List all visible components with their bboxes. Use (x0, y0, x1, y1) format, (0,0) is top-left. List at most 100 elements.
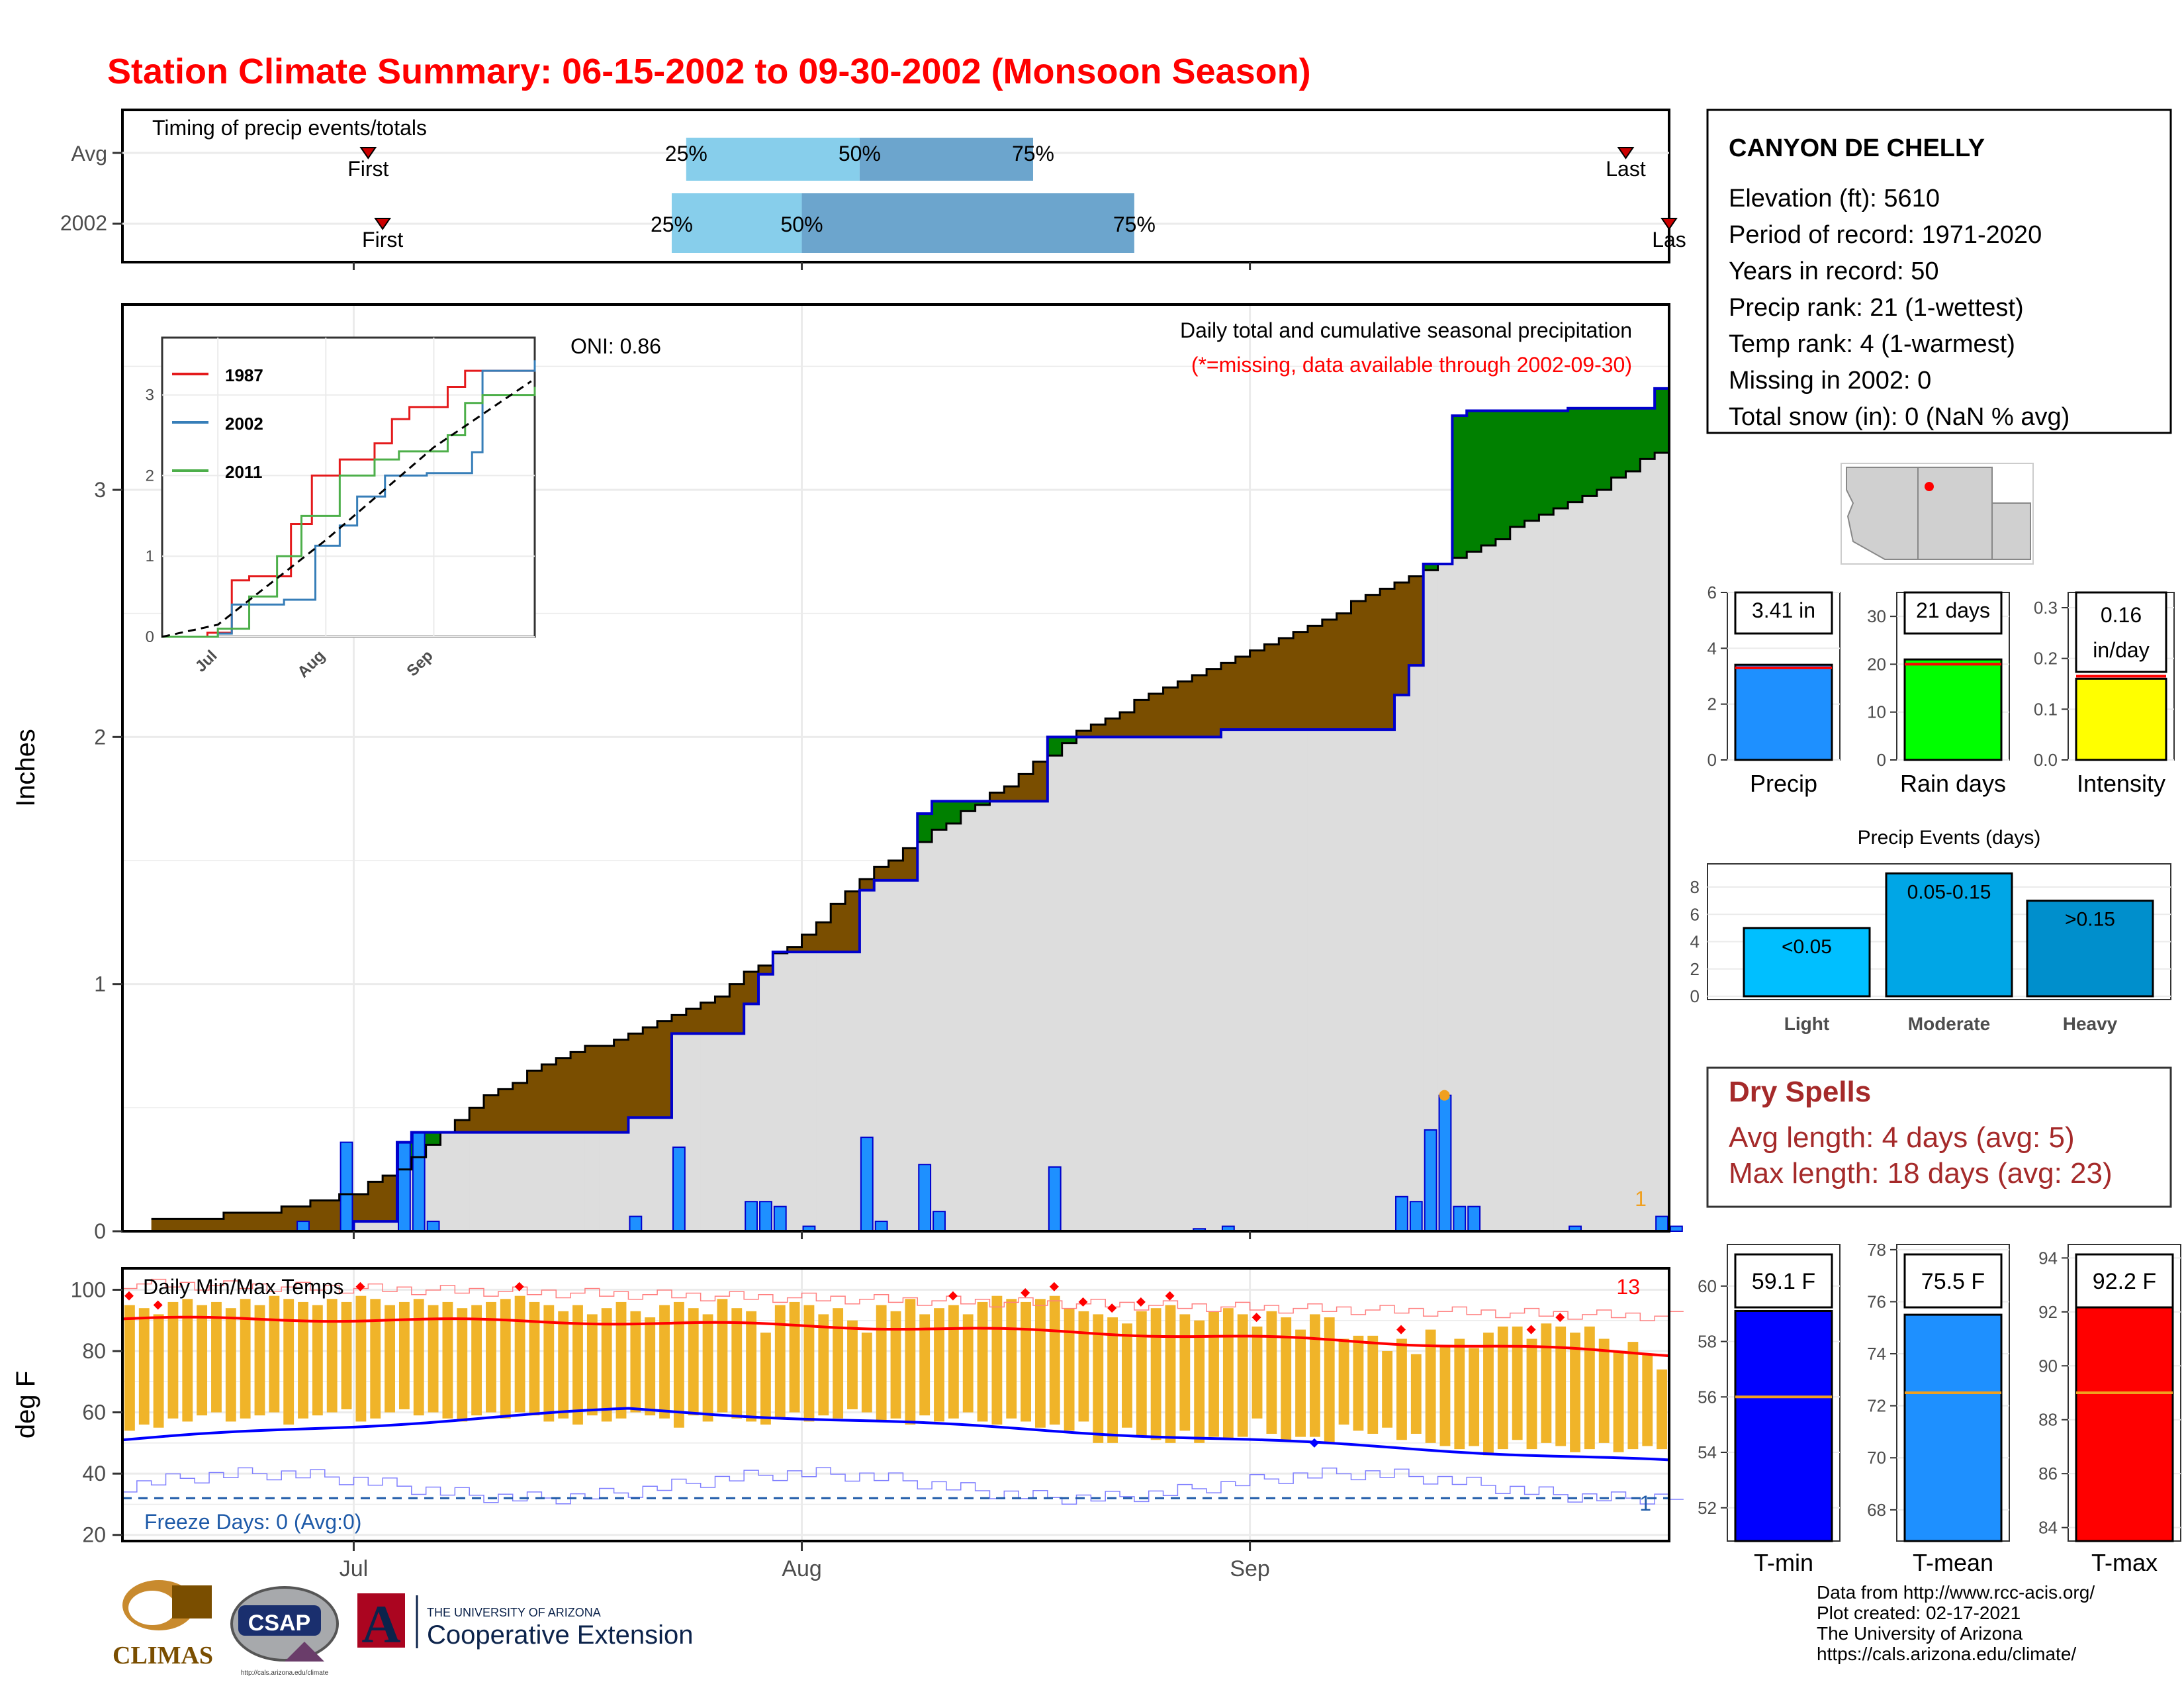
timing-label-p25: 25% (665, 142, 707, 165)
temp-range-bar (818, 1314, 829, 1416)
below-avg-area (484, 1095, 499, 1133)
temp-range-bar (500, 1299, 511, 1419)
avg-area (1032, 801, 1048, 1231)
station-box: CANYON DE CHELLY Elevation (ft): 5610 Pe… (1706, 109, 2172, 434)
temp-range-bar (1034, 1299, 1046, 1428)
below-avg-area (165, 1219, 181, 1231)
x-ticks: Jul Aug Sep (340, 262, 1270, 1581)
record-high-marker (1049, 1282, 1059, 1291)
avg-area (946, 823, 962, 1231)
avg-area (1625, 471, 1641, 1231)
timing-bar-q50-q75 (859, 138, 1033, 181)
below-avg-area (1134, 700, 1150, 737)
temp-range-bar (471, 1305, 482, 1416)
below-avg-area (1322, 620, 1338, 730)
events-bar-range: 0.05-0.15 (1907, 881, 1991, 903)
avg-area (426, 1145, 441, 1231)
avg-area (1220, 729, 1236, 1231)
temp-range-bar (124, 1305, 135, 1431)
below-avg-area (1076, 731, 1091, 737)
temp-range-bar (615, 1301, 627, 1419)
avg-area (614, 1132, 629, 1231)
below-avg-area (816, 922, 831, 953)
avg-area (975, 805, 990, 1231)
avg-area (874, 880, 889, 1231)
avg-area (1596, 490, 1612, 1231)
above-avg-area (1062, 737, 1077, 743)
below-avg-area (368, 1182, 383, 1222)
temp-range-bar (1093, 1314, 1104, 1443)
temp-range-bar (1382, 1350, 1393, 1428)
temp-range-bar (1627, 1342, 1639, 1450)
precip-fill-areas (151, 388, 1670, 1232)
events-y-tick-label: 8 (1690, 877, 1700, 897)
temp-range-bar (861, 1333, 872, 1413)
above-avg-area (426, 1132, 441, 1145)
avg-area (1582, 496, 1598, 1232)
temp-range-bar (702, 1314, 713, 1422)
cumulative-lines (151, 387, 1669, 1233)
inset-line-2011 (162, 387, 536, 638)
below-avg-area (874, 867, 889, 880)
record-high-marker (1526, 1325, 1536, 1335)
temp-range-bar (1642, 1354, 1653, 1446)
below-avg-area (1394, 583, 1410, 695)
temp-range-bar (428, 1305, 439, 1413)
avg-area (1264, 729, 1279, 1231)
temp-range-bar (211, 1301, 222, 1413)
below-avg-area (1293, 632, 1308, 730)
temp-range-bar (385, 1305, 395, 1413)
daily-precip-bar (933, 1211, 946, 1232)
avg-area (1062, 743, 1077, 1231)
daily-precip-bar (773, 1205, 787, 1232)
temp-range-bar (833, 1308, 844, 1419)
temp-summary-y-tick-label: 58 (1698, 1332, 1717, 1352)
below-avg-area (209, 1219, 224, 1231)
daily-precip-bar (672, 1147, 686, 1232)
inset-line-2002 (162, 360, 536, 638)
avg-area (831, 952, 846, 1231)
temp-range-bar (370, 1299, 381, 1419)
temp-lines (122, 1278, 1684, 1505)
below-avg-area (1192, 675, 1207, 737)
avg-area (1553, 508, 1569, 1231)
summary-y-tick-label: 30 (1867, 606, 1886, 626)
below-avg-area (888, 861, 903, 880)
cumulative-2002-line (151, 387, 1669, 1233)
avg-area (1322, 729, 1338, 1231)
temp-range-bar (962, 1314, 974, 1413)
timing-row-avg-label: Avg (71, 142, 107, 165)
summary-y-tick-label: 10 (1867, 702, 1886, 722)
daily-precip-bar (340, 1141, 353, 1232)
timing-first-label: First (347, 157, 388, 181)
footer-line-1: Plot created: 02-17-2021 (1817, 1603, 2021, 1623)
temp-range-bar (269, 1295, 280, 1413)
daily-precip-bar (860, 1137, 874, 1232)
temp-summary-label: T-min (1754, 1549, 1813, 1576)
avg-area (599, 1132, 615, 1231)
below-avg-area (324, 1200, 340, 1231)
below-avg-area (831, 904, 846, 953)
climas-logo: CLIMAS (113, 1580, 213, 1669)
temp-range-bar (1657, 1369, 1667, 1450)
timing-label-p50: 50% (839, 142, 881, 165)
temp-range-bar (1136, 1311, 1147, 1437)
below-avg-area (1336, 613, 1351, 730)
inset-y-tick-label: 2 (146, 467, 154, 485)
avg-area (469, 1132, 484, 1231)
record-high-marker (1021, 1288, 1030, 1298)
events-bar (1743, 927, 1871, 998)
temp-range-bar (1179, 1314, 1191, 1431)
record-high-marker (124, 1291, 134, 1301)
below-avg-area (1091, 724, 1106, 737)
summary-bar (1734, 663, 1833, 761)
temp-range-bar (341, 1301, 352, 1409)
summary-y-tick-label: 0.3 (2034, 598, 2058, 618)
temp-range-bar (413, 1299, 424, 1416)
daily-precip-bar (1438, 1094, 1452, 1232)
temp-range-bar (1309, 1314, 1320, 1437)
avg-area (801, 952, 817, 1231)
temp-y-tick-label: 60 (82, 1401, 106, 1425)
temp-range-bar (760, 1333, 771, 1425)
